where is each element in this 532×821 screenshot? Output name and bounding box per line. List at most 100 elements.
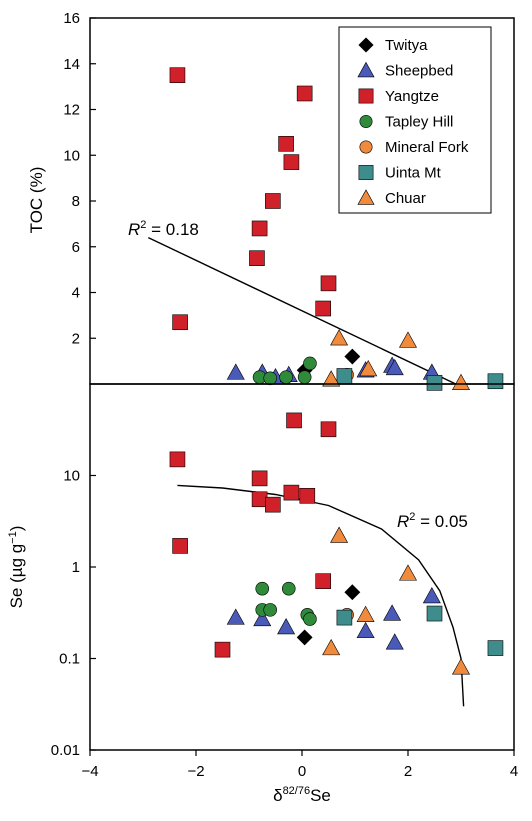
se-y-ticks: 10 1 0.1 0.01 xyxy=(51,468,96,759)
toc-y-tick-label: 6 xyxy=(72,239,80,256)
toc-point-chuar xyxy=(322,370,341,387)
se-point-sheepbed xyxy=(277,618,296,635)
toc-point-tapley-hill xyxy=(297,370,312,384)
se-point-sheepbed xyxy=(385,633,404,650)
toc-point-yangtze xyxy=(169,67,186,83)
se-r2-annotation: R2 = 0.05 xyxy=(397,511,468,531)
legend-marker-yangtze xyxy=(358,88,374,104)
se-point-twitya xyxy=(296,629,313,646)
toc-point-chuar xyxy=(451,373,471,390)
toc-point-twitya xyxy=(344,348,361,365)
toc-y-tick-label: 2 xyxy=(72,330,80,347)
legend-label: Twitya xyxy=(385,37,428,54)
toc-panel: 16 14 12 10 8 6 4 2 R2 = 0.18 TOC (%) Twitya She… xyxy=(27,10,515,391)
se-point-yangtze xyxy=(286,412,302,429)
se-data-points xyxy=(169,412,504,675)
toc-point-tapley-hill xyxy=(279,370,293,384)
se-plot-frame xyxy=(89,383,515,751)
toc-y-tick-label: 16 xyxy=(63,10,80,27)
legend-marker-mineral-fork xyxy=(359,140,373,154)
toc-data-points xyxy=(169,67,504,391)
x-tick-label: −4 xyxy=(81,763,98,780)
se-point-uinta-mt xyxy=(426,605,443,622)
toc-point-yangtze xyxy=(249,250,265,266)
se-x-ticks: −4 −2 0 2 4 xyxy=(81,750,518,780)
se-y-tick-label: 0.01 xyxy=(51,742,80,759)
legend-marker-twitya xyxy=(358,37,374,53)
toc-y-tick-label: 14 xyxy=(63,56,80,73)
toc-point-chuar xyxy=(330,329,349,346)
se-point-sheepbed xyxy=(422,587,441,604)
toc-r2-annotation: R2 = 0.18 xyxy=(128,219,199,239)
legend-label: Mineral Fork xyxy=(385,139,469,156)
se-point-chuar xyxy=(322,638,341,656)
se-point-chuar xyxy=(330,526,349,543)
se-point-tapley-hill xyxy=(263,603,278,617)
toc-point-tapley-hill xyxy=(263,371,278,386)
se-point-yangtze xyxy=(283,484,300,501)
se-point-yangtze xyxy=(265,496,281,513)
toc-y-ticks: 16 14 12 10 8 6 4 2 xyxy=(63,10,96,347)
toc-point-uinta-mt xyxy=(336,368,353,384)
toc-y-tick-label: 8 xyxy=(72,193,80,210)
se-point-yangtze xyxy=(320,421,337,438)
legend-label: Tapley Hill xyxy=(385,114,453,131)
toc-point-chuar xyxy=(398,331,418,348)
se-point-tapley-hill xyxy=(303,612,317,626)
toc-point-sheepbed xyxy=(385,358,404,376)
se-panel: 10 1 0.1 0.01 −4 −2 0 2 4 R2 = 0.05 Se (µg g−1)… xyxy=(7,383,518,805)
se-point-yangtze xyxy=(299,487,316,504)
se-point-chuar xyxy=(356,605,375,622)
se-y-axis-label: Se (µg g−1) xyxy=(7,526,26,609)
toc-y-tick-label: 12 xyxy=(63,102,80,119)
se-point-yangtze xyxy=(172,538,188,554)
legend-label: Sheepbed xyxy=(385,63,453,80)
toc-point-yangtze xyxy=(278,136,294,152)
legend-label: Uinta Mt xyxy=(385,165,442,182)
se-point-yangtze xyxy=(315,573,332,589)
toc-point-chuar xyxy=(359,360,378,377)
toc-y-tick-label: 10 xyxy=(63,147,80,164)
toc-point-yangtze xyxy=(172,314,188,331)
x-axis-label: δ82/76Se xyxy=(273,785,331,805)
se-y-tick-label: 10 xyxy=(63,468,80,485)
se-point-chuar xyxy=(398,564,418,581)
se-point-sheepbed xyxy=(356,621,375,639)
x-tick-label: −2 xyxy=(187,763,204,780)
se-point-sheepbed xyxy=(226,608,245,625)
x-tick-label: 0 xyxy=(298,763,306,780)
se-point-sheepbed xyxy=(383,604,402,621)
toc-y-axis-label: TOC (%) xyxy=(27,167,46,234)
toc-point-yangtze xyxy=(320,275,337,292)
legend-marker-tapley-hill xyxy=(359,115,373,128)
toc-y-tick-label: 4 xyxy=(72,285,80,302)
toc-point-yangtze xyxy=(251,220,268,237)
toc-point-sheepbed xyxy=(226,363,245,380)
se-y-tick-label: 1 xyxy=(72,559,80,576)
toc-point-yangtze xyxy=(283,154,300,170)
se-point-chuar xyxy=(451,658,471,675)
toc-point-yangtze xyxy=(315,300,332,317)
toc-trendline xyxy=(147,236,457,385)
se-trendline xyxy=(177,484,465,707)
se-point-yangtze xyxy=(251,491,268,508)
toc-point-uinta-mt xyxy=(426,375,443,391)
se-point-yangtze xyxy=(214,641,231,658)
se-point-yangtze xyxy=(251,470,268,487)
x-tick-label: 2 xyxy=(404,763,412,780)
legend-label: Yangtze xyxy=(385,88,439,105)
legend-marker-uinta-mt xyxy=(358,165,374,180)
se-point-uinta-mt xyxy=(487,640,504,656)
se-y-tick-label: 0.1 xyxy=(59,651,80,668)
toc-point-yangtze xyxy=(265,193,281,209)
toc-point-tapley-hill xyxy=(303,356,317,371)
se-point-twitya xyxy=(344,584,361,601)
se-point-uinta-mt xyxy=(336,609,353,626)
x-tick-label: 4 xyxy=(510,763,518,780)
legend-marker-chuar xyxy=(357,189,375,205)
legend-marker-sheepbed xyxy=(357,61,375,78)
se-point-sheepbed xyxy=(253,609,272,627)
se-point-tapley-hill xyxy=(255,581,270,596)
se-point-tapley-hill xyxy=(281,581,296,596)
